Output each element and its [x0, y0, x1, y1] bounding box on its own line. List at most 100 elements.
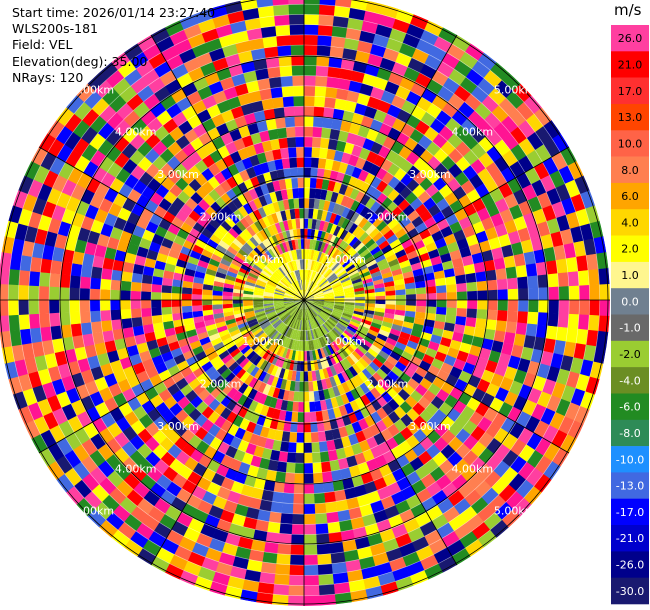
ppi-cell	[574, 406, 590, 425]
ppi-cell	[374, 254, 386, 263]
ppi-cell	[331, 160, 342, 172]
ppi-cell	[305, 310, 308, 321]
ppi-cell	[435, 474, 452, 491]
ppi-cell	[468, 243, 482, 256]
ppi-cell	[268, 76, 282, 89]
ppi-cell	[193, 276, 205, 284]
ppi-cell	[317, 348, 323, 360]
ppi-cell	[374, 287, 386, 293]
ppi-cell	[141, 229, 155, 242]
ppi-cell	[264, 307, 275, 313]
ppi-cell	[288, 286, 297, 294]
ppi-cell	[278, 335, 286, 346]
ppi-cell	[104, 246, 117, 260]
ppi-cell	[353, 310, 365, 316]
ppi-cell	[265, 310, 276, 317]
ppi-cell	[67, 415, 84, 433]
ppi-cell	[248, 37, 265, 51]
ppi-cell	[493, 257, 506, 270]
colorbar-label: -13.0	[616, 480, 644, 493]
ppi-cell	[304, 44, 318, 56]
ppi-cell	[171, 371, 185, 384]
ppi-cell	[266, 428, 277, 440]
ppi-cell	[458, 370, 472, 384]
ppi-cell	[235, 274, 247, 282]
ppi-cell	[258, 274, 269, 282]
ppi-cell	[354, 134, 367, 148]
ppi-cell	[283, 301, 294, 304]
ppi-cell	[245, 421, 257, 434]
ppi-cell	[65, 432, 82, 451]
ppi-cell	[233, 312, 245, 319]
ppi-cell	[264, 46, 279, 59]
ppi-cell	[320, 311, 330, 319]
ppi-cell	[331, 248, 341, 259]
ppi-cell	[370, 322, 382, 330]
ppi-cell	[294, 296, 304, 300]
ppi-cell	[324, 295, 335, 298]
ppi-cell	[304, 136, 313, 148]
ppi-cell	[346, 233, 356, 245]
ppi-cell	[338, 161, 349, 174]
ppi-cell	[321, 310, 331, 317]
ppi-cell	[397, 198, 411, 212]
ppi-cell	[252, 355, 262, 367]
ppi-cell	[306, 269, 309, 280]
ppi-cell	[351, 254, 362, 265]
ppi-cell	[99, 299, 111, 311]
ppi-cell	[458, 101, 475, 119]
ppi-cell	[123, 513, 143, 532]
ppi-cell	[62, 248, 75, 264]
ppi-cell	[248, 252, 259, 262]
ppi-cell	[272, 439, 282, 452]
ppi-cell	[306, 248, 310, 260]
colorbar-label: -1.0	[619, 322, 640, 335]
ppi-cell	[288, 306, 297, 314]
ppi-cell	[284, 275, 292, 285]
ppi-cell	[105, 437, 122, 455]
ppi-cell	[231, 402, 243, 415]
ppi-cell	[490, 373, 505, 388]
ppi-cell	[228, 361, 240, 373]
ppi-cell	[226, 387, 239, 400]
ppi-cell	[451, 331, 464, 343]
ppi-cell	[265, 531, 280, 544]
ppi-cell	[424, 529, 442, 546]
ppi-cell	[256, 435, 267, 448]
ppi-cell	[593, 236, 607, 254]
ppi-cell	[195, 265, 207, 274]
ppi-cell	[307, 309, 312, 320]
ppi-cell	[351, 336, 362, 346]
ppi-cell	[207, 423, 221, 437]
ppi-cell	[216, 99, 232, 114]
ppi-cell	[454, 458, 470, 475]
ppi-cell	[362, 160, 374, 173]
ppi-cell	[299, 269, 302, 280]
ppi-cell	[232, 414, 244, 428]
ppi-cell	[190, 191, 204, 205]
ppi-cell	[321, 210, 328, 222]
ppi-cell	[240, 589, 258, 603]
ppi-cell	[373, 76, 389, 91]
ppi-cell	[291, 283, 298, 293]
ppi-cell	[407, 57, 425, 73]
ppi-cell	[189, 227, 202, 239]
ppi-cell	[501, 342, 514, 356]
ppi-cell	[272, 584, 290, 596]
ppi-cell	[19, 255, 32, 272]
ppi-cell	[257, 78, 271, 91]
ppi-cell	[346, 266, 358, 275]
colorbar-swatch	[611, 235, 649, 263]
ppi-cell	[303, 524, 317, 535]
ppi-cell	[194, 350, 207, 362]
ppi-cell	[280, 399, 288, 411]
range-ring-label: 1.00km	[324, 253, 366, 266]
ppi-cell	[403, 345, 416, 356]
ppi-cell	[228, 375, 240, 388]
ppi-cell	[320, 461, 332, 473]
ppi-cell	[513, 253, 526, 267]
ppi-cell	[294, 350, 299, 362]
ppi-cell	[289, 14, 305, 25]
ppi-cell	[304, 106, 315, 117]
ppi-cell	[448, 514, 466, 532]
